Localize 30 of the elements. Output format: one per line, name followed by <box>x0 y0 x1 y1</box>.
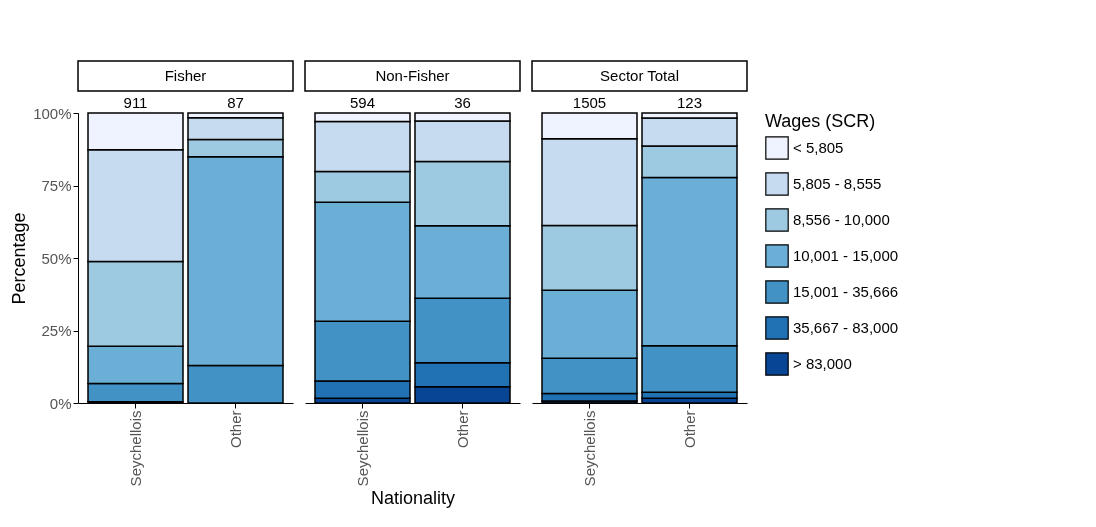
x-tick-label: Other <box>226 410 244 449</box>
chart-title: Sector Total <box>600 67 679 84</box>
y-tick-label: 100% <box>33 104 72 122</box>
chart-title: Non-Fisher <box>375 67 450 84</box>
x-axis-title: Nationality <box>370 488 456 509</box>
annotation: 911 <box>123 94 148 111</box>
x-tick-label: Seychellois <box>126 410 144 487</box>
legend-label: 15,001 - 35,666 <box>793 283 899 300</box>
annotation: 36 <box>454 94 471 111</box>
annotation: 594 <box>349 94 376 111</box>
legend-label: 10,001 - 15,000 <box>793 247 899 264</box>
legend-label: < 5,805 <box>793 139 844 156</box>
y-tick-label: 75% <box>41 177 72 194</box>
x-tick-label: Other <box>680 410 698 449</box>
legend-label: 35,667 - 83,000 <box>793 319 899 336</box>
x-tick-label: Other <box>453 410 471 449</box>
x-tick-label: Seychellois <box>353 410 371 487</box>
legend-label: 8,556 - 10,000 <box>793 211 890 228</box>
annotation: 1505 <box>572 94 607 111</box>
chart-title: Fisher <box>164 67 207 84</box>
y-tick-label: 0% <box>49 394 72 412</box>
legend-label: > 83,000 <box>793 355 852 372</box>
y-tick-label: 25% <box>41 322 72 339</box>
y-tick-label: 50% <box>41 249 72 267</box>
x-tick-label: Seychellois <box>580 410 598 487</box>
annotation: 123 <box>676 94 703 111</box>
y-axis-title: Percentage <box>9 212 30 305</box>
annotation: 87 <box>227 94 244 111</box>
legend-label: 5,805 - 8,555 <box>793 175 882 192</box>
legend-title: Wages (SCR) <box>765 111 876 131</box>
